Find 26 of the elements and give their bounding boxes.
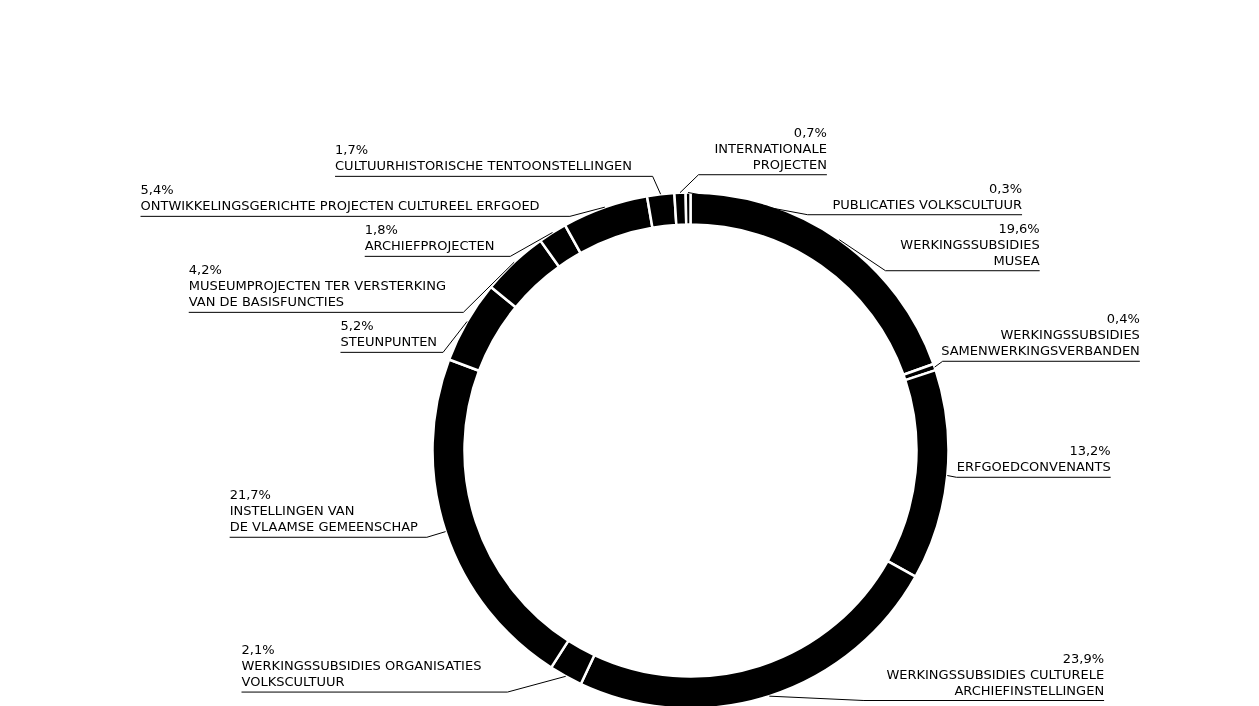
data-label: 13,2% [1069,443,1111,459]
data-label: 1,8% [364,222,398,238]
slice-label: WERKINGSSUBSIDIES ORGANISATIES VOLKSCULTUUR [241,658,482,690]
slice-label: CULTUURHISTORISCHE TENTOONSTELLINGEN [335,158,632,174]
data-label: 0,3% [989,180,1023,196]
data-label: 19,6% [998,220,1040,236]
slice-label: WERKINGSSUBSIDIES SAMENWERKINGSVERBANDEN [941,327,1140,359]
data-label: 5,2% [340,318,374,334]
data-label: 0,7% [793,124,827,140]
data-label: 2,1% [241,642,275,658]
slice-label: ONTWIKKELINGSGERICHTE PROJECTEN CULTUREEL ERFGOED [140,198,540,214]
data-label: 0,4% [1106,311,1140,327]
slice-label: MUSEUMPROJECTEN TER VERSTERKING VAN DE BASISFUNCTIES [188,278,446,310]
data-label: 23,9% [1062,650,1105,666]
data-label: 1,7% [335,142,369,158]
data-label: 5,4% [140,182,174,198]
slice-label: STEUNPUNTEN [340,334,438,350]
slice-label: ERFGOEDCONVENANTS [956,459,1111,475]
data-label: 21,7% [229,487,271,503]
slice-label: INSTELLINGEN VAN DE VLAAMSE GEMEENSCHAP [229,503,419,535]
slice-label: WERKINGSSUBSIDIES CULTURELE ARCHIEFINSTELLINGEN [886,666,1105,698]
slice-label: INTERNATIONALE PROJECTEN [714,140,827,172]
slice-label: ARCHIEFPROJECTEN [364,238,495,254]
slice-label: WERKINGSSUBSIDIES MUSEA [900,236,1040,268]
data-label: 4,2% [188,262,222,278]
slice-label: PUBLICATIES VOLKSCULTUUR [832,196,1023,212]
